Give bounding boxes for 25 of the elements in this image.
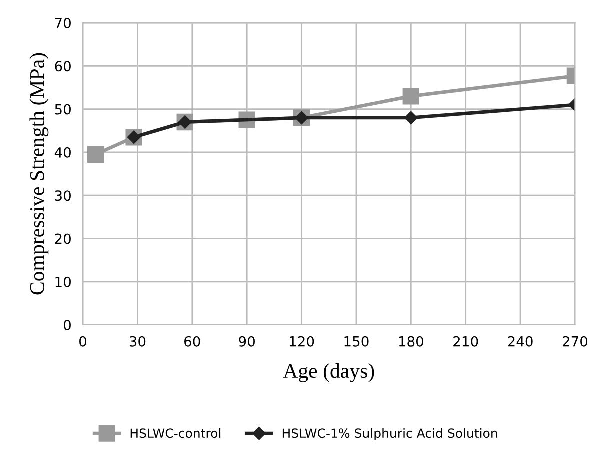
y-axis-title: Compressive Strength (MPa) (30, 53, 49, 295)
x-tick-label: 0 (80, 336, 87, 347)
y-tick-label: 20 (55, 234, 71, 244)
x-tick-label: 90 (239, 336, 255, 347)
point (402, 88, 420, 105)
x-tick-label: 30 (130, 336, 146, 347)
y-tick-label: 60 (55, 61, 71, 72)
x-tick-label: 120 (290, 336, 314, 347)
y-tick-label: 10 (56, 276, 71, 288)
x-tick-label: 150 (344, 336, 369, 347)
y-tick-label: 40 (54, 147, 71, 158)
x-tick-label: 60 (184, 336, 200, 347)
legend-label: HSLWC-1% Sulphuric Acid Solution (282, 428, 498, 441)
x-tick-label: 240 (508, 336, 533, 347)
point (87, 146, 104, 163)
y-tick-label: 0 (64, 320, 71, 330)
x-tick-label: 270 (562, 336, 588, 347)
legend-label: HSLWC-control (130, 428, 221, 438)
y-tick-label: 50 (55, 104, 71, 115)
x-tick-label: 210 (454, 336, 478, 347)
x-tick-label: 180 (399, 336, 424, 347)
y-tick-label: 30 (55, 190, 71, 202)
x-axis-title: Age (days) (283, 363, 374, 382)
point (404, 111, 418, 125)
y-tick-label: 70 (55, 18, 71, 29)
